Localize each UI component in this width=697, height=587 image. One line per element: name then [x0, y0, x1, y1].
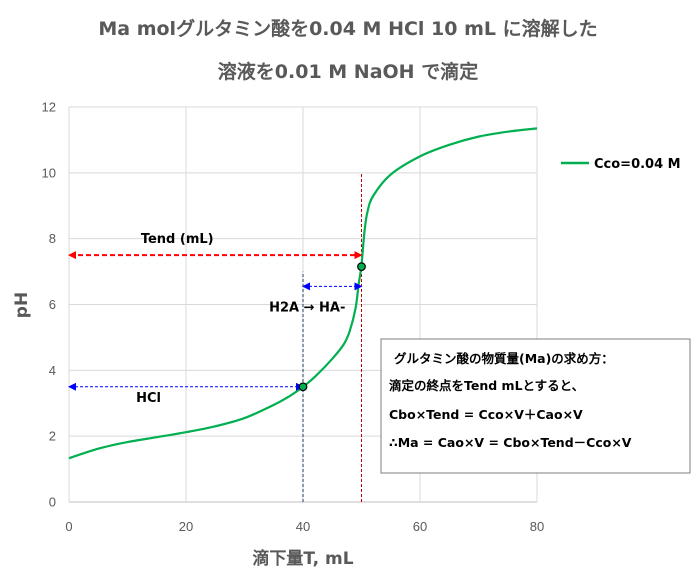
x-tick-label: 80: [530, 519, 544, 534]
x-axis-title: 滴下量T, mL: [252, 548, 353, 569]
y-tick-labels: 0 2 4 6 8 10 12: [42, 100, 56, 510]
data-marker: [357, 262, 366, 272]
series-layer: [68, 127, 538, 460]
y-tick-label: 2: [49, 429, 56, 444]
markers-layer: [298, 262, 366, 392]
annotation-arrows: Tend (mL) H2A → HA- HCl: [68, 232, 363, 406]
formula-box: グルタミン酸の物質量(Ma)の求め方： 滴定の終点をTend mLとすると、 C…: [380, 338, 691, 474]
formula-line-4: ∴Ma = Cao×V = Cbo×Tend－Cco×V: [389, 435, 632, 450]
formula-line-3: Cbo×Tend = Cco×V＋Cao×V: [389, 407, 583, 422]
x-tick-label: 20: [179, 519, 193, 534]
arrow-label: H2A → HA-: [269, 300, 345, 315]
chart-title-line2: 溶液を0.01 M NaOH で滴定: [218, 60, 478, 83]
legend-label: Cco=0.04 M: [594, 157, 681, 172]
chart-title-line1: Ma molグルタミン酸を0.04 M HCl 10 mL に溶解した: [98, 17, 597, 40]
y-tick-label: 8: [49, 231, 56, 246]
reference-lines: [302, 172, 362, 502]
formula-box-frame: [380, 338, 691, 474]
formula-line-1: グルタミン酸の物質量(Ma)の求め方：: [394, 351, 614, 366]
y-tick-label: 6: [49, 297, 56, 312]
formula-line-2: 滴定の終点をTend mLとすると、: [389, 378, 584, 393]
y-tick-label: 10: [42, 165, 56, 180]
y-tick-label: 12: [42, 100, 56, 115]
legend: Cco=0.04 M: [561, 157, 681, 172]
x-tick-label: 40: [296, 519, 310, 534]
x-tick-label: 0: [65, 519, 72, 534]
y-tick-label: 0: [49, 495, 56, 510]
arrow-label: Tend (mL): [141, 232, 214, 247]
series-line: [68, 127, 538, 460]
arrow-label: HCl: [136, 391, 161, 406]
data-marker: [298, 382, 308, 392]
y-tick-label: 4: [49, 363, 56, 378]
y-axis-title: pH: [12, 292, 32, 318]
x-tick-label: 60: [413, 519, 427, 534]
x-tick-labels: 0 20 40 60 80: [65, 519, 544, 534]
